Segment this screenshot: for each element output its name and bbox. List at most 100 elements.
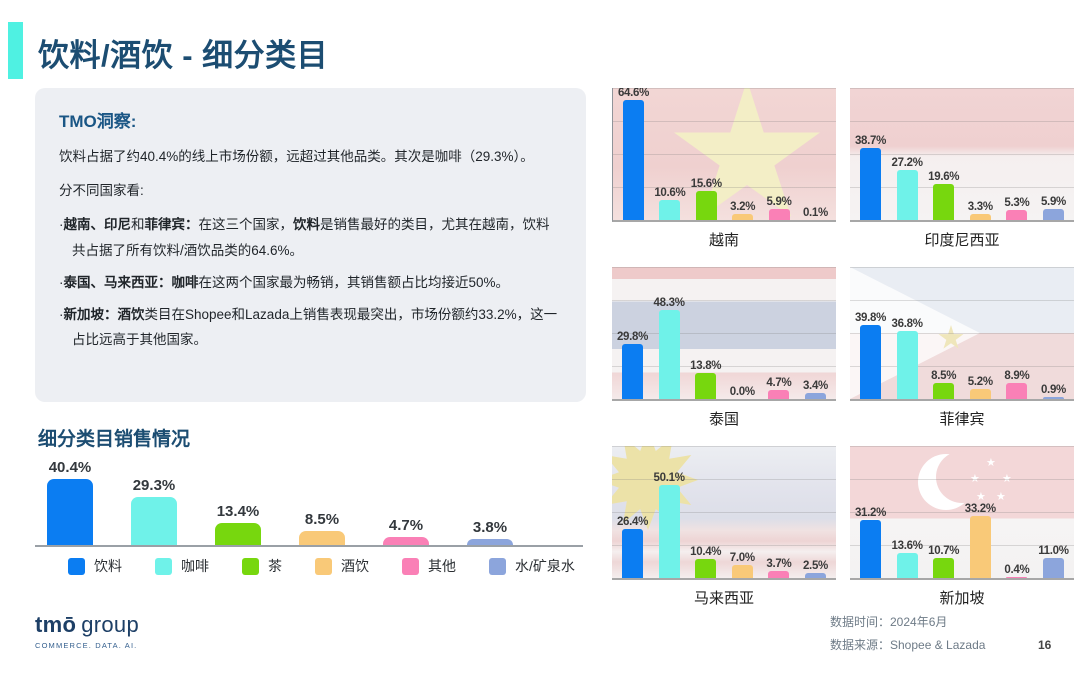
bar-value-label: 3.4% [802,380,828,392]
bar-value-label: 5.3% [1004,197,1030,209]
legend-swatch-icon [68,557,85,575]
bar-value-label: 5.9% [1040,196,1066,208]
legend-label: 水/矿泉水 [515,558,575,574]
indonesia-flag-background: 38.7% 27.2% 19.6% 3.3% 5.3% 5.9% [850,88,1074,222]
bar-水/矿泉水: 0.1% [798,207,833,220]
logo-brand-light: group [81,612,140,637]
main-chart-title: 细分类目销售情况 [38,429,191,450]
bar-rect [622,344,643,399]
main-bar-chart-bars: 40.4% 29.3% 13.4% 8.5% 4.7% 3.8% [35,450,583,545]
indonesia-bars: 38.7% 27.2% 19.6% 3.3% 5.3% 5.9% [850,88,1074,220]
bar-rect [768,209,790,220]
philippines-flag-background: 39.8% 36.8% 8.5% 5.2% 8.9% 0.9% [850,267,1074,401]
bar-rect [215,523,261,545]
singapore-star-icon: ★ [1002,474,1012,485]
logo-brand-bold: tmō [35,612,77,637]
insight-text-segment: 咖啡 [171,274,199,290]
insight-heading: TMO洞察: [59,112,137,131]
bar-rect [1006,383,1028,399]
bar-rect [732,214,754,220]
bar-value-label: 33.2% [964,503,996,515]
bar-水/矿泉水: 3.4% [798,380,833,399]
bar-酒饮: 33.2% [963,503,998,578]
bar-水/矿泉水: 11.0% [1036,545,1071,578]
bar-rect [299,531,345,545]
bar-酒饮: 5.2% [963,376,998,399]
title-accent-bar [8,22,23,79]
insight-paragraph: 分不同国家看: [59,182,144,198]
bar-value-label: 0.0% [729,386,755,398]
bar-rect [933,558,955,578]
bar-value-label: 26.4% [616,516,649,528]
legend-item-咖啡: 咖啡 [155,556,209,576]
country-label: 泰国 [708,411,739,428]
malaysia-bars: 26.4% 50.1% 10.4% 7.0% 3.7% 2.5% [612,446,836,578]
bar-茶: 19.6% [926,171,961,220]
bar-value-label: 13.8% [690,360,722,372]
bar-value-label: 4.7% [388,517,424,534]
insight-text-segment: · [59,216,64,232]
tmo-group-logo: tmō group COMMERCE. DATA. AI. [35,612,139,650]
bar-rect [467,539,513,545]
bar-rect [804,573,826,578]
gridlines [850,88,1074,220]
country-charts-grid: 64.6% 10.6% 15.6% 3.2% 5.9% 0.1% 越南 38.7% 27.2… [612,88,1074,608]
bar-咖啡: 27.2% [890,157,925,220]
insight-text-segment: · [59,306,64,322]
country-label: 菲律宾 [939,411,985,428]
bar-rect [131,497,177,545]
bar-rect [969,214,991,220]
bar-value-label: 3.8% [472,519,508,536]
bar-饮料: 31.2% [853,507,888,578]
logo-brand: tmō group [35,612,139,638]
bar-rect [896,170,918,220]
thailand-flag-background: 29.8% 48.3% 13.8% 0.0% 4.7% 3.4% [612,267,836,401]
bar-咖啡: 10.6% [652,187,687,220]
legend-label: 酒饮 [341,558,369,574]
legend-item-其他: 其他 [402,556,456,576]
country-chart-singapore: ★ ★ ★ ★ ★ 31.2%13.6%10.7%33.2%0.4%11.0% … [850,446,1074,608]
footer-meta: 数据时间：2024年6月 数据来源：Shopee & Lazada [830,611,985,657]
bar-水/矿泉水: 5.9% [1036,196,1071,220]
bar-咖啡: 36.8% [890,318,925,399]
country-label: 越南 [708,232,739,249]
bar-rect [1006,210,1028,220]
bar-酒饮: 0.0% [725,386,760,399]
bar-value-label: 3.3% [967,201,993,213]
logo-tagline: COMMERCE. DATA. AI. [35,641,138,650]
country-label: 印度尼西亚 [924,232,1000,249]
bar-rect [1042,209,1064,220]
bar-rect [969,389,991,399]
bar-rect [658,485,680,578]
legend-label: 其他 [428,558,456,574]
legend-label: 咖啡 [181,558,209,574]
bar-饮料: 26.4% [615,516,650,578]
bar-水/矿泉水: 3.8% [467,519,513,545]
bar-其他: 4.7% [761,377,796,399]
bar-value-label: 5.2% [967,376,993,388]
bar-咖啡: 48.3% [652,297,687,399]
bar-酒饮: 3.2% [725,201,760,220]
bar-value-label: 0.1% [802,207,828,219]
insight-text-segment: 饮料 [293,216,320,232]
bar-value-label: 7.0% [729,552,755,564]
bar-rect [933,383,955,399]
singapore-star-icon: ★ [970,474,980,485]
bar-value-label: 29.8% [616,331,649,343]
insight-bullet: ·新加坡：酒饮类目在Shopee和Lazada上销售表现最突出，市场份额约33.… [59,302,562,354]
insight-text-segment: 类目在Shopee和Lazada上销售表现最突出，市场份额约33.2%，这一占比… [72,306,558,348]
tmo-insight-panel: TMO洞察: 饮料占据了约40.4%的线上市场份额，远超过其他品类。其次是咖啡（… [35,88,586,402]
singapore-star-icon: ★ [996,492,1006,503]
insight-text-segment: 在这三个国家， [198,216,294,232]
bar-value-label: 36.8% [891,318,923,330]
bar-rect [1042,397,1064,399]
legend-item-酒饮: 酒饮 [315,556,369,576]
bar-rect [896,553,918,578]
bar-酒饮: 7.0% [725,552,760,578]
legend-label: 饮料 [94,558,122,574]
legend-item-饮料: 饮料 [68,556,122,576]
bar-value-label: 29.3% [132,477,176,494]
bar-rect [768,571,790,578]
malaysia-flag-background: 26.4% 50.1% 10.4% 7.0% 3.7% 2.5% [612,446,836,580]
country-chart-vietnam: 64.6% 10.6% 15.6% 3.2% 5.9% 0.1% 越南 [612,88,836,250]
